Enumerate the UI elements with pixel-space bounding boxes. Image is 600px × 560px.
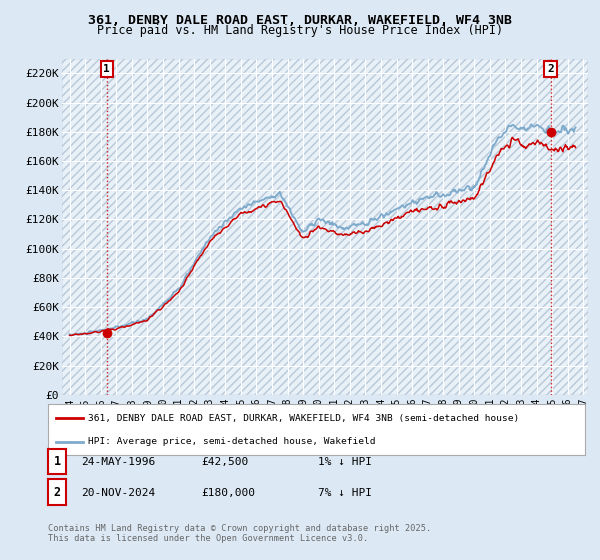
Text: £42,500: £42,500: [201, 457, 248, 467]
Text: 24-MAY-1996: 24-MAY-1996: [81, 457, 155, 467]
Text: 7% ↓ HPI: 7% ↓ HPI: [318, 488, 372, 498]
Text: 361, DENBY DALE ROAD EAST, DURKAR, WAKEFIELD, WF4 3NB: 361, DENBY DALE ROAD EAST, DURKAR, WAKEF…: [88, 14, 512, 27]
Text: Price paid vs. HM Land Registry's House Price Index (HPI): Price paid vs. HM Land Registry's House …: [97, 24, 503, 37]
Text: 361, DENBY DALE ROAD EAST, DURKAR, WAKEFIELD, WF4 3NB (semi-detached house): 361, DENBY DALE ROAD EAST, DURKAR, WAKEF…: [88, 414, 520, 423]
Text: HPI: Average price, semi-detached house, Wakefield: HPI: Average price, semi-detached house,…: [88, 437, 376, 446]
Text: 20-NOV-2024: 20-NOV-2024: [81, 488, 155, 498]
Text: 2: 2: [53, 486, 61, 499]
Text: 1: 1: [103, 64, 110, 74]
Text: Contains HM Land Registry data © Crown copyright and database right 2025.
This d: Contains HM Land Registry data © Crown c…: [48, 524, 431, 543]
Text: 2: 2: [547, 64, 554, 74]
Text: £180,000: £180,000: [201, 488, 255, 498]
Text: 1% ↓ HPI: 1% ↓ HPI: [318, 457, 372, 467]
Text: 1: 1: [53, 455, 61, 468]
